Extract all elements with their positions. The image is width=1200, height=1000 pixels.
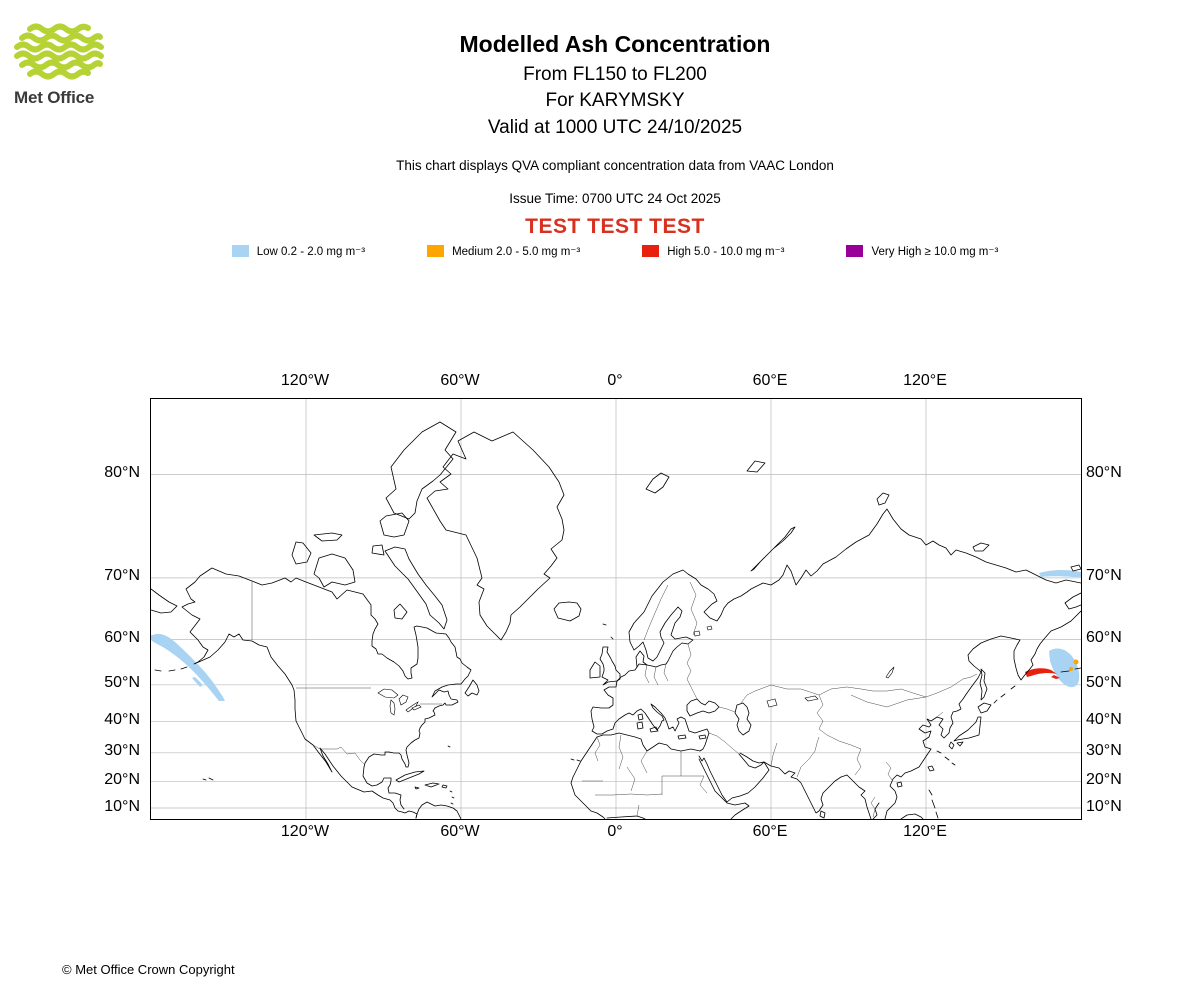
lat-label-right-7: 10°N — [1086, 798, 1122, 815]
copyright-notice: © Met Office Crown Copyright — [62, 962, 235, 977]
lat-label-left-0: 80°N — [104, 464, 140, 481]
lat-label-left-3: 50°N — [104, 674, 140, 691]
legend-label-high: High 5.0 - 10.0 mg m⁻³ — [667, 246, 785, 258]
met-office-waves-icon — [14, 23, 104, 80]
legend-swatch-medium — [427, 245, 445, 257]
subtitle-volcano: For KARYMSKY — [545, 90, 685, 111]
coastlines — [151, 421, 1081, 819]
legend-swatch-low — [231, 245, 249, 257]
lon-label-top-3: 60°E — [752, 372, 788, 389]
lat-label-right-6: 20°N — [1086, 771, 1122, 788]
lon-label-bottom-1: 60°W — [440, 823, 480, 840]
map-gridlines — [151, 399, 1081, 819]
lat-label-left-1: 70°N — [104, 567, 140, 584]
lat-label-left-2: 60°N — [104, 629, 140, 646]
lat-label-left-6: 20°N — [104, 771, 140, 788]
legend-swatch-high — [642, 245, 660, 257]
met-office-logo: Met Office — [14, 22, 134, 108]
page-title: Modelled Ash Concentration — [459, 31, 771, 57]
legend-item-medium: Medium 2.0 - 5.0 mg m⁻³ — [427, 244, 580, 258]
ash-low-patches — [151, 569, 1081, 701]
lat-label-left-7: 10°N — [104, 798, 140, 815]
lon-label-top-2: 0° — [607, 372, 623, 389]
lakes — [377, 625, 895, 716]
issue-time: Issue Time: 0700 UTC 24 Oct 2025 — [509, 191, 721, 206]
legend-label-very-high: Very High ≥ 10.0 mg m⁻³ — [871, 246, 999, 258]
lat-label-right-4: 40°N — [1086, 711, 1122, 728]
ash-medium-dots — [1069, 659, 1079, 671]
lon-label-bottom-0: 120°W — [280, 823, 330, 840]
world-map — [150, 398, 1082, 820]
ash-high-patches — [1025, 668, 1060, 679]
legend-label-low: Low 0.2 - 2.0 mg m⁻³ — [256, 246, 366, 258]
lat-label-right-2: 60°N — [1086, 629, 1122, 646]
legend-item-very-high: Very High ≥ 10.0 mg m⁻³ — [846, 244, 998, 258]
test-banner: TEST TEST TEST — [525, 215, 705, 238]
lat-label-left-4: 40°N — [104, 711, 140, 728]
legend-label-medium: Medium 2.0 - 5.0 mg m⁻³ — [452, 246, 581, 258]
lat-label-left-5: 30°N — [104, 742, 140, 759]
qva-compliance-note: This chart displays QVA compliant concen… — [396, 158, 834, 173]
lon-label-bottom-4: 120°E — [903, 823, 947, 840]
lon-label-bottom-3: 60°E — [752, 823, 788, 840]
country-borders — [251, 581, 978, 818]
legend-swatch-very-high — [846, 245, 864, 257]
lat-label-right-0: 80°N — [1086, 464, 1122, 481]
concentration-legend: Low 0.2 - 2.0 mg m⁻³ Medium 2.0 - 5.0 mg… — [15, 244, 1200, 258]
lat-label-right-5: 30°N — [1086, 742, 1122, 759]
subtitle-valid-time: Valid at 1000 UTC 24/10/2025 — [487, 117, 743, 138]
lon-label-bottom-2: 0° — [607, 823, 623, 840]
legend-item-low: Low 0.2 - 2.0 mg m⁻³ — [231, 244, 366, 258]
lon-label-top-4: 120°E — [903, 372, 947, 389]
lon-label-top-1: 60°W — [440, 372, 480, 389]
legend-item-high: High 5.0 - 10.0 mg m⁻³ — [642, 244, 784, 258]
lon-label-top-0: 120°W — [280, 372, 330, 389]
lat-label-right-3: 50°N — [1086, 674, 1122, 691]
subtitle-flight-levels: From FL150 to FL200 — [523, 64, 707, 85]
lat-label-right-1: 70°N — [1086, 567, 1122, 584]
met-office-logo-text: Met Office — [14, 88, 95, 107]
